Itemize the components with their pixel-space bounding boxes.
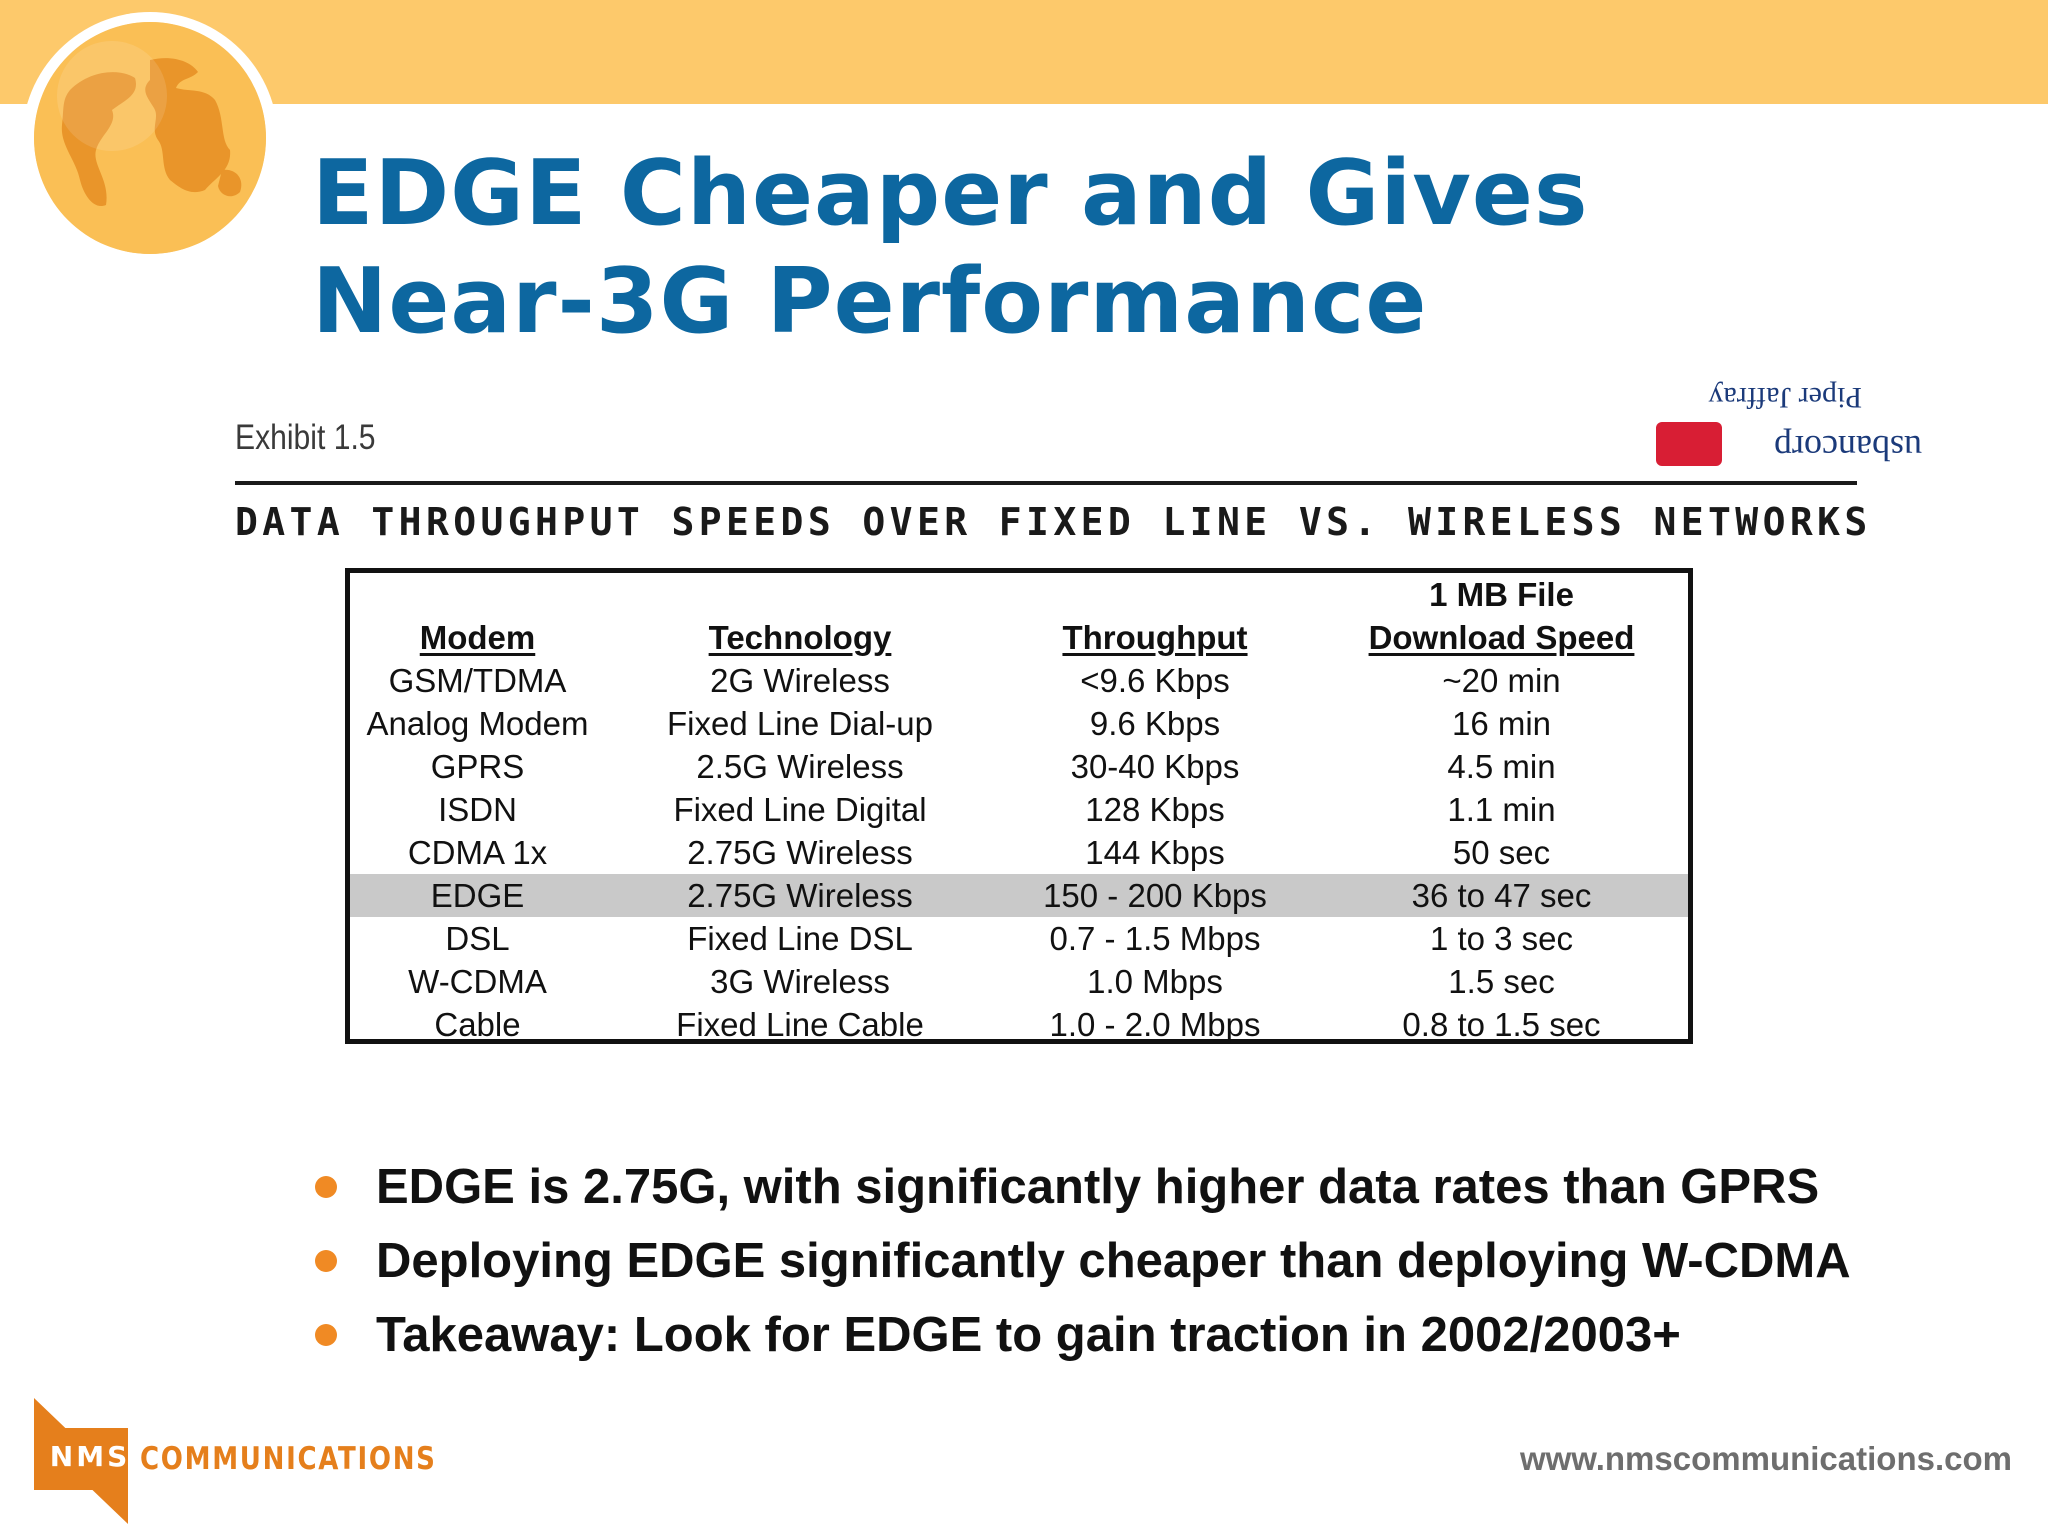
header-modem: Modem <box>419 619 536 656</box>
cell-technology: Fixed Line Dial-up <box>667 705 933 742</box>
piper-jaffray-logo: usbancorp Piper Jaffray <box>1652 370 1932 470</box>
cell-throughput: 150 - 200 Kbps <box>995 874 1315 917</box>
cell-modem: W-CDMA <box>408 963 547 1000</box>
header-throughput: Throughput <box>1062 619 1248 656</box>
bullet-item: Takeaway: Look for EDGE to gain traction… <box>310 1298 2010 1372</box>
table-row: W-CDMA 3G Wireless 1.0 Mbps 1.5 sec <box>350 960 1688 1003</box>
title-line-1: EDGE Cheaper and Gives <box>312 141 1589 246</box>
bullet-dot-icon <box>315 1250 337 1272</box>
header-download-speed: 1 MB File Download Speed <box>1368 576 1635 656</box>
top-banner <box>0 0 2048 104</box>
cell-modem: Cable <box>434 1006 521 1043</box>
cell-technology: 3G Wireless <box>710 963 890 1000</box>
cell-modem: Analog Modem <box>366 705 589 742</box>
table-row: Analog Modem Fixed Line Dial-up 9.6 Kbps 16… <box>350 702 1688 745</box>
table-row: ISDN Fixed Line Digital 128 Kbps 1.1 min <box>350 788 1688 831</box>
cell-throughput: 128 Kbps <box>1085 791 1225 828</box>
cell-download: 16 min <box>1451 705 1552 742</box>
throughput-table: Modem Technology Throughput 1 MB File Do… <box>350 573 1688 1046</box>
cell-technology: 2.75G Wireless <box>605 874 995 917</box>
cell-technology: 2.75G Wireless <box>687 834 913 871</box>
cell-technology: Fixed Line DSL <box>687 920 913 957</box>
svg-text:usbancorp: usbancorp <box>1774 428 1922 468</box>
cell-modem: EDGE <box>350 874 605 917</box>
table-row: Cable Fixed Line Cable 1.0 - 2.0 Mbps 0.8 t… <box>350 1003 1688 1046</box>
table-row: EDGE 2.75G Wireless 150 - 200 Kbps 36 to 47… <box>350 874 1688 917</box>
table-row: GPRS 2.5G Wireless 30-40 Kbps 4.5 min <box>350 745 1688 788</box>
exhibit-label: Exhibit 1.5 <box>235 418 376 457</box>
cell-download: 1.1 min <box>1447 791 1556 828</box>
cell-download: ~20 min <box>1442 662 1561 699</box>
throughput-table-frame: Modem Technology Throughput 1 MB File Do… <box>345 568 1693 1044</box>
cell-throughput: 144 Kbps <box>1085 834 1225 871</box>
cell-technology: 2G Wireless <box>710 662 890 699</box>
cell-download: 1.5 sec <box>1448 963 1555 1000</box>
cell-throughput: <9.6 Kbps <box>1080 662 1230 699</box>
table-header-row: Modem Technology Throughput 1 MB File Do… <box>350 573 1688 659</box>
exhibit-subtitle: DATA THROUGHPUT SPEEDS OVER FIXED LINE V… <box>235 500 1872 544</box>
bullet-item: EDGE is 2.75G, with significantly higher… <box>310 1150 2010 1224</box>
cell-technology: 2.5G Wireless <box>696 748 904 785</box>
cell-download: 4.5 min <box>1447 748 1556 785</box>
nms-logo-text: NMS <box>49 1440 131 1473</box>
title-line-2: Near-3G Performance <box>312 249 1428 354</box>
table-row: DSL Fixed Line DSL 0.7 - 1.5 Mbps 1 to 3 se… <box>350 917 1688 960</box>
table-row: GSM/TDMA 2G Wireless <9.6 Kbps ~20 min <box>350 659 1688 702</box>
cell-modem: CDMA 1x <box>407 834 548 871</box>
cell-modem: GPRS <box>430 748 525 785</box>
bullet-list: EDGE is 2.75G, with significantly higher… <box>310 1150 2010 1372</box>
cell-throughput: 0.7 - 1.5 Mbps <box>1049 920 1261 957</box>
bullet-dot-icon <box>315 1176 337 1198</box>
bullet-item: Deploying EDGE significantly cheaper tha… <box>310 1224 2010 1298</box>
cell-technology: Fixed Line Digital <box>673 791 927 828</box>
globe-icon <box>0 0 300 260</box>
cell-download: 36 to 47 sec <box>1315 874 1688 917</box>
svg-text:Piper Jaffray: Piper Jaffray <box>1708 381 1862 414</box>
header-technology: Technology <box>708 619 892 656</box>
cell-modem: ISDN <box>438 791 517 828</box>
exhibit-divider <box>235 481 1857 485</box>
nms-communications-logo: NMS COMMUNICATIONS <box>34 1398 464 1524</box>
cell-throughput: 30-40 Kbps <box>1070 748 1240 785</box>
footer-url: www.nmscommunications.com <box>1519 1440 2012 1477</box>
slide-title: EDGE Cheaper and Gives Near-3G Performan… <box>312 140 1912 356</box>
communications-logo-text: COMMUNICATIONS <box>140 1441 437 1477</box>
cell-download: 50 sec <box>1452 834 1551 871</box>
cell-download: 1 to 3 sec <box>1429 920 1574 957</box>
cell-modem: DSL <box>445 920 510 957</box>
table-row: CDMA 1x 2.75G Wireless 144 Kbps 50 sec <box>350 831 1688 874</box>
bullet-dot-icon <box>315 1324 337 1346</box>
cell-modem: GSM/TDMA <box>388 662 567 699</box>
cell-throughput: 1.0 Mbps <box>1087 963 1223 1000</box>
cell-throughput: 1.0 - 2.0 Mbps <box>1049 1006 1261 1043</box>
cell-download: 0.8 to 1.5 sec <box>1402 1006 1601 1043</box>
cell-technology: Fixed Line Cable <box>676 1006 924 1043</box>
cell-throughput: 9.6 Kbps <box>1089 705 1221 742</box>
